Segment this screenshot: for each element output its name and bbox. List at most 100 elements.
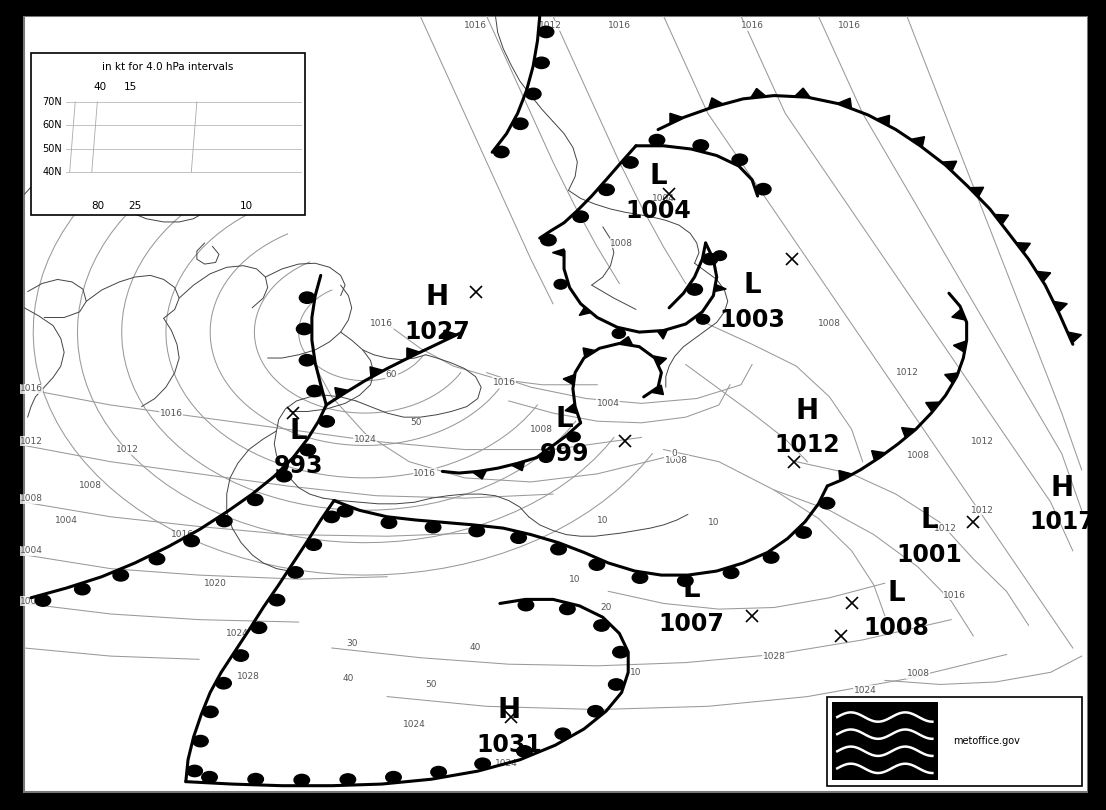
Circle shape	[187, 765, 202, 777]
Text: 30: 30	[346, 639, 357, 649]
Polygon shape	[839, 471, 853, 481]
Circle shape	[306, 386, 322, 397]
Polygon shape	[371, 367, 384, 377]
Text: 1003: 1003	[719, 308, 785, 332]
Text: 1012: 1012	[935, 523, 957, 533]
Text: 1016: 1016	[20, 384, 42, 394]
Circle shape	[587, 706, 603, 717]
Polygon shape	[553, 249, 564, 256]
Circle shape	[539, 26, 554, 37]
Text: 1004: 1004	[55, 515, 77, 525]
Text: 1028: 1028	[238, 671, 260, 681]
Text: 1016: 1016	[414, 468, 436, 478]
Circle shape	[551, 544, 566, 555]
Text: 1008: 1008	[907, 669, 929, 679]
Circle shape	[540, 453, 553, 463]
Circle shape	[149, 553, 165, 565]
Polygon shape	[942, 161, 957, 171]
Text: L: L	[887, 579, 905, 607]
Text: 1024: 1024	[854, 685, 876, 695]
Circle shape	[732, 154, 748, 165]
Text: 999: 999	[540, 441, 588, 466]
Text: 1012: 1012	[896, 368, 918, 377]
Circle shape	[382, 517, 397, 528]
Text: 1016: 1016	[838, 21, 860, 31]
Circle shape	[324, 511, 340, 522]
Bar	[31, 53, 305, 215]
Circle shape	[713, 251, 727, 261]
Circle shape	[687, 284, 702, 295]
Circle shape	[113, 569, 128, 581]
Polygon shape	[794, 88, 811, 97]
Circle shape	[248, 494, 263, 505]
Text: 1012: 1012	[20, 437, 42, 446]
Polygon shape	[444, 330, 457, 341]
Text: in kt for 4.0 hPa intervals: in kt for 4.0 hPa intervals	[103, 62, 233, 72]
Text: L: L	[555, 405, 573, 433]
Text: 1024: 1024	[495, 758, 518, 768]
Text: 1004: 1004	[20, 546, 42, 556]
Text: 80: 80	[91, 201, 104, 211]
Polygon shape	[472, 470, 487, 479]
Polygon shape	[751, 88, 766, 98]
Polygon shape	[926, 402, 940, 412]
Circle shape	[598, 184, 614, 195]
Polygon shape	[876, 115, 889, 126]
Circle shape	[233, 650, 249, 661]
Polygon shape	[619, 337, 633, 346]
Text: 1008: 1008	[666, 455, 688, 465]
Polygon shape	[657, 330, 667, 339]
Circle shape	[337, 505, 353, 517]
Text: L: L	[290, 417, 307, 445]
Text: 1012: 1012	[971, 437, 993, 446]
Text: 1008: 1008	[531, 424, 553, 434]
Polygon shape	[952, 309, 966, 320]
Text: 1016: 1016	[171, 530, 194, 539]
Bar	[827, 697, 1082, 786]
Polygon shape	[953, 341, 967, 352]
Text: 1004: 1004	[625, 198, 691, 223]
Circle shape	[541, 234, 556, 245]
Circle shape	[534, 58, 550, 69]
Circle shape	[678, 575, 693, 586]
Circle shape	[511, 532, 526, 544]
Text: 1012: 1012	[971, 505, 993, 515]
Text: 10: 10	[597, 515, 608, 525]
Circle shape	[431, 766, 447, 778]
Text: 1016: 1016	[608, 21, 630, 31]
Circle shape	[763, 552, 779, 563]
Text: 1008: 1008	[80, 481, 102, 491]
Circle shape	[554, 279, 567, 289]
Circle shape	[796, 526, 812, 538]
Circle shape	[623, 157, 638, 168]
Text: 1017: 1017	[1029, 510, 1095, 535]
Text: 40: 40	[93, 82, 106, 92]
Circle shape	[649, 134, 665, 146]
Circle shape	[35, 595, 51, 606]
Text: 1016: 1016	[943, 590, 966, 600]
Circle shape	[469, 526, 484, 537]
Circle shape	[608, 679, 624, 690]
Bar	[0, 795, 1106, 810]
Text: L: L	[920, 506, 938, 534]
Circle shape	[288, 567, 303, 578]
Polygon shape	[910, 137, 925, 147]
Text: 1012: 1012	[116, 445, 138, 454]
Text: 1004: 1004	[653, 194, 675, 203]
Text: 1016: 1016	[741, 21, 763, 31]
Text: 0: 0	[671, 449, 678, 458]
Text: 1001: 1001	[896, 543, 962, 567]
Bar	[0, 0, 20, 810]
Text: 1008: 1008	[863, 616, 929, 640]
Text: 1004: 1004	[597, 399, 619, 408]
Circle shape	[184, 535, 199, 547]
Circle shape	[519, 599, 534, 611]
Text: H: H	[426, 284, 448, 311]
Circle shape	[296, 323, 312, 335]
Circle shape	[217, 515, 232, 526]
Circle shape	[251, 622, 267, 633]
Text: 993: 993	[274, 454, 323, 478]
Bar	[0, 0, 1106, 16]
Circle shape	[755, 184, 771, 195]
Polygon shape	[670, 113, 684, 124]
